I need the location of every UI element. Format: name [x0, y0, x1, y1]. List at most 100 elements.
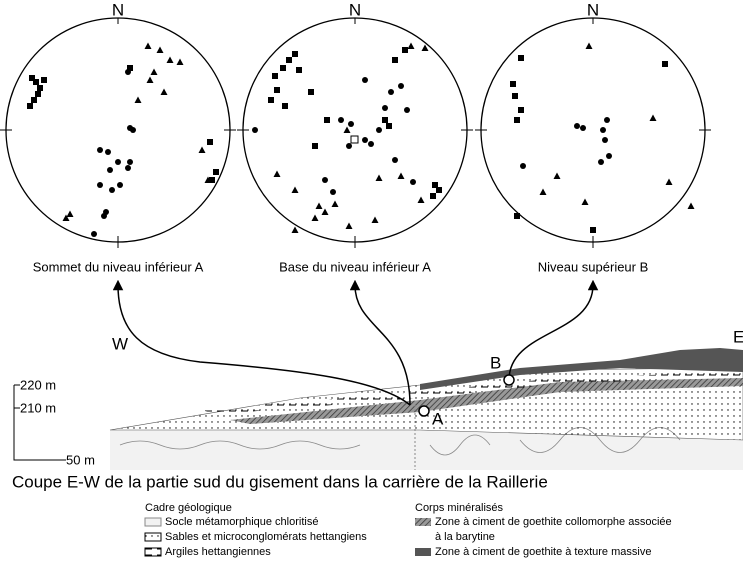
pole-triangle: [372, 217, 379, 224]
pole-dot: [604, 117, 610, 123]
b-label: B: [490, 353, 501, 372]
pole-triangle: [157, 47, 164, 54]
pole-dot: [600, 127, 606, 133]
pole-triangle: [540, 189, 547, 196]
pole-dot: [580, 125, 586, 131]
pole-dot: [602, 137, 608, 143]
pole-square: [308, 89, 314, 95]
pole-square: [382, 117, 388, 123]
pole-square: [510, 81, 516, 87]
pole-square: [41, 77, 47, 83]
pole-triangle: [67, 211, 74, 218]
pole-square: [27, 103, 33, 109]
pole-square: [590, 227, 596, 233]
legend-swatch: [145, 548, 161, 556]
pole-dot: [338, 117, 344, 123]
scale-label: 50 m: [66, 452, 95, 467]
pole-square: [207, 139, 213, 145]
pole-triangle: [554, 173, 561, 180]
pole-triangle: [332, 201, 339, 208]
pole-square: [31, 97, 37, 103]
pole-dot: [125, 165, 131, 171]
pole-triangle: [418, 197, 425, 204]
pole-square: [518, 107, 524, 113]
pole-triangle: [147, 77, 154, 84]
pole-square: [518, 55, 524, 61]
pole-dot: [91, 231, 97, 237]
pole-square: [662, 61, 668, 67]
pole-dot: [520, 163, 526, 169]
point-a: [419, 406, 429, 416]
pole-triangle: [292, 227, 299, 234]
west-label: W: [112, 334, 128, 353]
pole-square: [292, 51, 298, 57]
pole-square: [37, 85, 43, 91]
pole-dot: [97, 147, 103, 153]
pole-dot: [398, 83, 404, 89]
pole-square: [430, 193, 436, 199]
pole-dot: [115, 159, 121, 165]
pole-dot: [130, 127, 136, 133]
pole-dot: [598, 159, 604, 165]
pole-triangle: [316, 203, 323, 210]
pole-dot: [348, 121, 354, 127]
scale-label: 220 m: [20, 377, 56, 392]
pole-dot: [376, 127, 382, 133]
pole-dot: [346, 143, 352, 149]
stereonet: [6, 18, 230, 242]
scale-label: 210 m: [20, 400, 56, 415]
legend-item: Sables et microconglomérats hettangiens: [165, 531, 367, 543]
legend-item: Zone à ciment de goethite collomorphe as…: [435, 516, 672, 528]
pole-dot: [388, 89, 394, 95]
pole-triangle: [292, 187, 299, 194]
pole-dot: [109, 187, 115, 193]
pole-triangle: [274, 171, 281, 178]
pole-triangle: [688, 203, 695, 210]
pole-triangle: [167, 57, 174, 64]
pole-dot: [252, 127, 258, 133]
pole-square: [213, 169, 219, 175]
pole-dot: [322, 177, 328, 183]
pole-dot: [574, 123, 580, 129]
pole-dot: [404, 107, 410, 113]
pole-square: [280, 65, 286, 71]
scale-bar: [14, 385, 66, 460]
pole-square: [402, 47, 408, 53]
pole-triangle: [376, 175, 383, 182]
pole-dot: [362, 137, 368, 143]
pole-dot: [392, 157, 398, 163]
pole-triangle: [398, 173, 405, 180]
pole-triangle: [161, 89, 168, 96]
pole-square: [35, 91, 41, 97]
pole-triangle: [199, 147, 206, 154]
pole-square: [274, 87, 280, 93]
pole-dot: [410, 179, 416, 185]
stereonet-label: Niveau supérieur B: [538, 259, 649, 274]
pole-square: [514, 213, 520, 219]
pole-dot: [362, 77, 368, 83]
figure: NSommet du niveau inférieur ANBase du ni…: [0, 0, 743, 573]
legend-item: Zone à ciment de goethite à texture mass…: [435, 546, 651, 558]
pole-dot: [382, 105, 388, 111]
legend-item: Socle métamorphique chloritisé: [165, 516, 318, 528]
north-label: N: [587, 0, 599, 19]
pole-triangle: [151, 69, 158, 76]
mean-pole: [351, 136, 358, 143]
pole-triangle: [650, 115, 657, 122]
point-b: [504, 375, 514, 385]
legend-item: Argiles hettangiennes: [165, 546, 271, 558]
legend: Cadre géologique Socle métamorphique chl…: [145, 502, 672, 558]
pole-dot: [127, 159, 133, 165]
pole-square: [282, 103, 288, 109]
arrow: [118, 285, 410, 405]
legend-swatch: [145, 533, 161, 541]
pole-dot: [368, 141, 374, 147]
north-label: N: [349, 0, 361, 19]
east-label: E: [733, 327, 743, 346]
pole-dot: [330, 189, 336, 195]
cross-section: W E B A 220 m 210 m 50 m Coupe E-W de la…: [12, 285, 743, 491]
north-label: N: [112, 0, 124, 19]
stereonet-label: Sommet du niveau inférieur A: [33, 259, 204, 274]
pole-triangle: [135, 97, 142, 104]
stereonet: [481, 18, 705, 242]
